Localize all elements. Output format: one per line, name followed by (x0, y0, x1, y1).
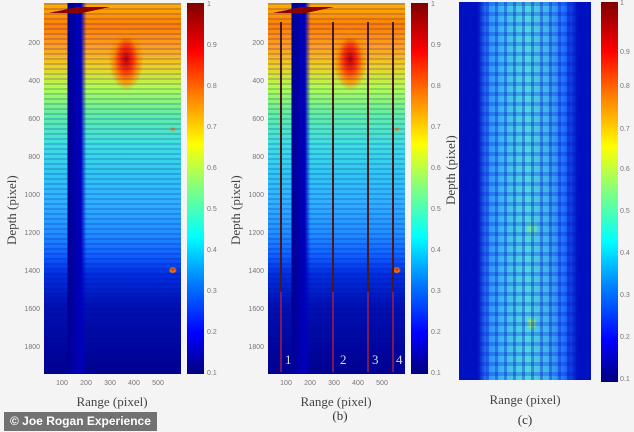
colorbar-c (601, 2, 618, 382)
cbtick: 0.7 (207, 124, 217, 131)
cbtick: 0.8 (431, 83, 441, 90)
line-4-lower (392, 292, 394, 372)
xtick: 500 (152, 380, 164, 387)
cbtick: 0.3 (620, 292, 630, 299)
caption-c: (c) (517, 412, 533, 427)
caption-b: (b) (332, 408, 348, 423)
line-1-lower (280, 292, 282, 372)
cbtick: 1 (431, 1, 435, 8)
line-3 (367, 22, 369, 292)
xtick: 100 (280, 380, 292, 387)
cbtick: 0.1 (620, 376, 630, 383)
cbtick: 0.4 (207, 247, 217, 254)
ytick: 1000 (24, 192, 40, 199)
cbtick: 0.5 (431, 206, 441, 213)
xtick: 500 (376, 380, 388, 387)
xtick: 300 (104, 380, 116, 387)
line-label-4: 4 (396, 352, 403, 367)
line-label-2: 2 (340, 352, 347, 367)
cbtick: 0.8 (620, 83, 630, 90)
x-axis-label-a: Range (pixel) (76, 394, 148, 409)
ytick: 1000 (248, 192, 264, 199)
cbtick: 0.9 (620, 49, 630, 56)
ytick: 400 (28, 78, 40, 85)
ytick: 1600 (248, 306, 264, 313)
line-label-1: 1 (285, 352, 292, 367)
cbtick: 0.2 (620, 334, 630, 341)
heatmap-b (268, 3, 405, 374)
xtick: 400 (352, 380, 364, 387)
ytick: 1800 (24, 344, 40, 351)
cbtick: 0.3 (207, 288, 217, 295)
ytick: 1200 (248, 230, 264, 237)
cbtick: 0.4 (620, 250, 630, 257)
cbtick: 0.7 (620, 126, 630, 133)
ytick: 1600 (24, 306, 40, 313)
cbtick: 0.6 (620, 166, 630, 173)
cbtick: 0.1 (431, 370, 441, 377)
colorbar-b (411, 3, 428, 374)
ytick: 800 (28, 154, 40, 161)
line-1 (280, 22, 282, 292)
colorbar-a (187, 3, 204, 374)
y-axis-label-a: Depth (pixel) (4, 175, 19, 245)
line-2 (332, 22, 334, 292)
ytick: 1400 (248, 268, 264, 275)
cbtick: 0.4 (431, 247, 441, 254)
xtick: 200 (80, 380, 92, 387)
cbtick: 1 (207, 1, 211, 8)
cbtick: 0.8 (207, 83, 217, 90)
line-label-3: 3 (372, 352, 379, 367)
ytick: 800 (252, 154, 264, 161)
cbtick: 0.7 (431, 124, 441, 131)
y-axis-label-b: Depth (pixel) (228, 175, 243, 245)
cbtick: 0.3 (431, 288, 441, 295)
xtick: 400 (128, 380, 140, 387)
x-axis-label-b: Range (pixel) (300, 394, 372, 409)
ytick: 1400 (24, 268, 40, 275)
cbtick: 0.2 (431, 329, 441, 336)
watermark: © Joe Rogan Experience (4, 412, 157, 431)
x-axis-label-c: Range (pixel) (489, 392, 561, 407)
cbtick: 0.2 (207, 329, 217, 336)
cbtick: 1 (620, 0, 624, 7)
cbtick: 0.6 (431, 165, 441, 172)
ytick: 600 (28, 116, 40, 123)
cbtick: 0.6 (207, 165, 217, 172)
cbtick: 0.5 (620, 208, 630, 215)
cbtick: 0.5 (207, 206, 217, 213)
line-4 (392, 22, 394, 292)
line-3-lower (367, 292, 369, 372)
xtick: 200 (304, 380, 316, 387)
heatmap-a (44, 3, 181, 374)
xtick: 100 (56, 380, 68, 387)
line-2-lower (332, 292, 334, 372)
ytick: 1200 (24, 230, 40, 237)
cbtick: 0.9 (207, 42, 217, 49)
ytick: 200 (252, 40, 264, 47)
ytick: 600 (252, 116, 264, 123)
xtick: 300 (328, 380, 340, 387)
ytick: 400 (252, 78, 264, 85)
heatmap-c (459, 2, 591, 380)
cbtick: 0.1 (207, 370, 217, 377)
y-axis-label-c: Depth (pixel) (443, 135, 458, 205)
ytick: 200 (28, 40, 40, 47)
ytick: 1800 (248, 344, 264, 351)
cbtick: 0.9 (431, 42, 441, 49)
